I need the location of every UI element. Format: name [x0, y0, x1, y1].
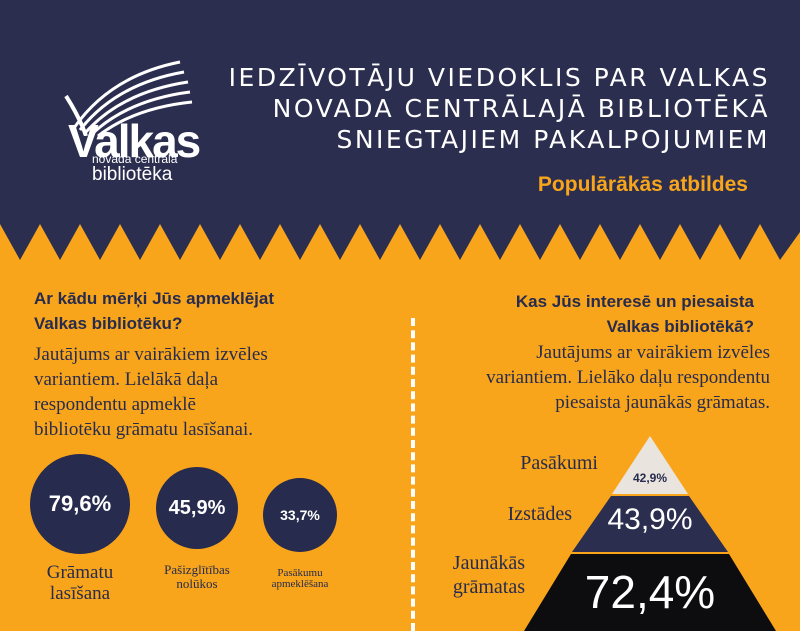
label-line: nolūkos [176, 576, 218, 591]
stat-circle-reading: 79,6% [30, 454, 130, 554]
description-line: respondentu apmeklē [34, 394, 196, 415]
pyramid-label-new-books: Jaunākās grāmatas [453, 551, 525, 599]
label-line: Pasākumi [520, 452, 598, 474]
logo-subtitle-line1: novada centrālā [92, 152, 178, 166]
pyramid-label-exhibitions: Izstādes [508, 503, 572, 526]
label-line: Pasākumu [277, 567, 323, 579]
zigzag-background [0, 0, 800, 260]
question-line: Valkas bibliotēku? [34, 314, 183, 333]
question-line: Kas Jūs interesē un piesaista [515, 292, 754, 311]
dashed-divider [411, 318, 415, 631]
pyramid-value-exhibitions: 43,9% [607, 503, 693, 536]
title-line: IEDZĪVOTĀJU VIEDOKLIS PAR VALKAS [228, 63, 770, 92]
pyramid-bottom-tier [524, 554, 776, 631]
label-line: apmeklēšana [271, 578, 329, 590]
right-question: Kas Jūs interesē un piesaista Valkas bib… [516, 289, 754, 339]
title-line: NOVADA CENTRĀLAJĀ BIBLIOTĒKĀ [272, 94, 770, 123]
logo-subtitle-line2: bibliotēka [92, 164, 173, 185]
label-line: Grāmatu [46, 562, 114, 583]
description-line: bibliotēku grāmatu lasīšanai. [34, 419, 253, 440]
left-description: Jautājums ar vairākiem izvēles variantie… [34, 342, 364, 442]
pyramid-value-events: 42,9% [632, 471, 668, 485]
label-line: grāmatas [452, 576, 525, 598]
stat-circle-self-education: 45,9% [156, 467, 238, 549]
stat-circle-events: 33,7% [263, 478, 337, 552]
label-line: Jaunākās [452, 552, 525, 574]
label-line: Izstādes [507, 503, 572, 525]
label-line: Pašizglītības [164, 562, 230, 577]
stat-label-events: Pasākumu apmeklēšana [260, 568, 340, 590]
library-logo: Valkas novada centrālā bibliotēka [60, 56, 201, 186]
pyramid-label-events: Pasākumi [520, 452, 598, 475]
question-line: Valkas bibliotēkā? [606, 317, 754, 336]
book-pages-icon [64, 60, 193, 136]
pyramid-value-new-books: 72,4% [584, 566, 716, 618]
pyramid-top-tier [612, 436, 688, 494]
label-line: lasīšana [49, 583, 111, 604]
description-line: Jautājums ar vairākiem izvēles [34, 344, 268, 365]
title-line: SNIEGTAJIEM PAKALPOJUMIEM [336, 125, 770, 154]
description-line: Jautājums ar vairākiem izvēles [536, 342, 770, 363]
page-subtitle: Populārākās atbildes [537, 173, 748, 196]
page-title: IEDZĪVOTĀJU VIEDOKLIS PAR VALKAS NOVADA … [229, 62, 770, 155]
description-line: piesaista jaunākās grāmatas. [555, 392, 770, 413]
description-line: variantiem. Lielāko daļu respondentu [486, 367, 770, 388]
left-question: Ar kādu mērķi Jūs apmeklējat Valkas bibl… [34, 286, 274, 336]
right-description: Jautājums ar vairākiem izvēles variantie… [440, 340, 770, 415]
description-line: variantiem. Lielākā daļa [34, 369, 219, 390]
pyramid-middle-tier [572, 496, 728, 552]
logo-word: Valkas [68, 115, 201, 167]
stat-label-reading: Grāmatu lasīšana [20, 562, 140, 604]
stat-label-self-education: Pašizglītības nolūkos [145, 563, 249, 591]
question-line: Ar kādu mērķi Jūs apmeklējat [34, 289, 275, 308]
header-banner: Valkas novada centrālā bibliotēka IEDZĪV… [0, 0, 800, 260]
